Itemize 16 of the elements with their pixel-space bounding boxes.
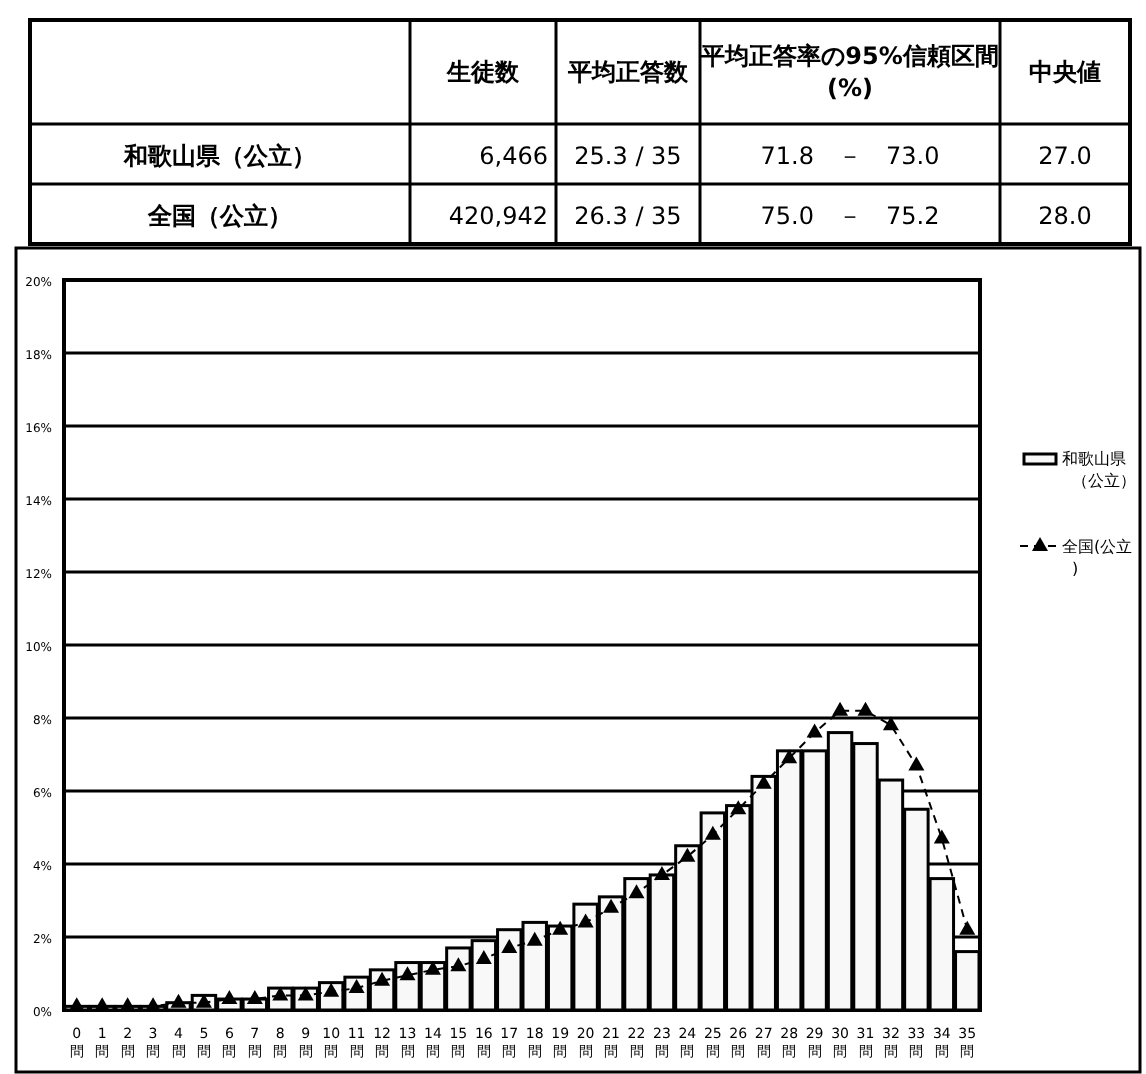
legend-label: 全国(公立) [1062, 538, 1133, 578]
text: 420,942 [448, 202, 548, 230]
legend-label: 和歌山県（公立） [1062, 450, 1136, 490]
text: 平均正答数 [566, 58, 690, 86]
text: 中央値 [1029, 58, 1101, 86]
text: 平均正答率の95%信頼区間 (%) [699, 42, 999, 102]
text: 生徒数 [445, 58, 521, 86]
text: 28.0 [1038, 202, 1092, 230]
text: 27.0 [1038, 142, 1092, 170]
text: 71.8 － 73.0 [760, 142, 940, 170]
text: 和歌山県（公立） [122, 142, 316, 170]
text: 6,466 [479, 142, 548, 170]
text: 26.3 / 35 [574, 202, 682, 230]
text: 75.0 － 75.2 [760, 202, 940, 230]
text: 25.3 / 35 [574, 142, 682, 170]
text: 全国（公立） [146, 202, 292, 230]
